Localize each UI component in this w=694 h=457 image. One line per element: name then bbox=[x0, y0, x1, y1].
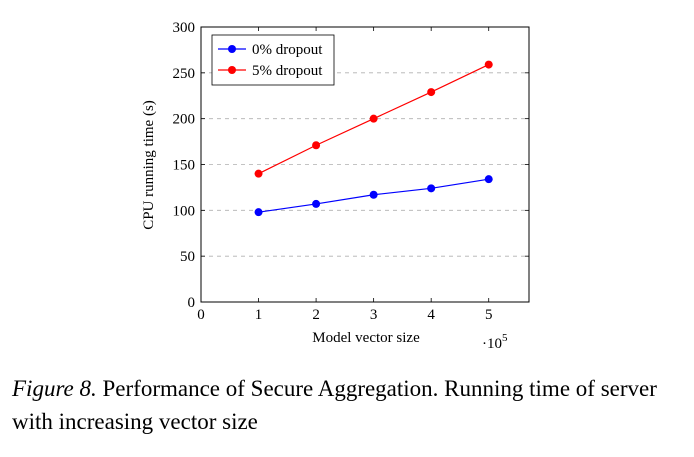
legend-marker bbox=[228, 45, 236, 53]
y-tick-label: 150 bbox=[173, 158, 196, 174]
legend: 0% dropout 5% dropout bbox=[211, 34, 335, 86]
data-point-0-dropout bbox=[312, 199, 321, 208]
y-tick-label: 250 bbox=[173, 66, 196, 82]
x-tick-label: 5 bbox=[485, 307, 493, 323]
y-tick-label: 200 bbox=[173, 112, 196, 128]
data-point-5-dropout bbox=[369, 114, 378, 123]
data-point-0-dropout bbox=[369, 190, 378, 199]
line-chart: 0 50 100 150 200 250 300 0 1 2 3 4 5 0% dropout 5% dr… bbox=[141, 20, 530, 352]
legend-box bbox=[211, 34, 335, 86]
y-tick-label: 300 bbox=[173, 20, 196, 36]
data-point-5-dropout bbox=[484, 60, 493, 69]
figure-caption: Figure 8. Performance of Secure Aggregat… bbox=[12, 372, 684, 438]
legend-label: 0% dropout bbox=[252, 42, 323, 58]
x-axis-label: Model vector size bbox=[312, 330, 420, 346]
data-point-0-dropout bbox=[254, 208, 263, 217]
data-point-0-dropout bbox=[427, 184, 436, 193]
data-point-5-dropout bbox=[427, 88, 436, 97]
legend-marker bbox=[228, 66, 236, 74]
data-point-5-dropout bbox=[254, 169, 263, 178]
series-layer bbox=[254, 60, 493, 217]
y-axis-label: CPU running time (s) bbox=[141, 100, 157, 230]
x-tick-label: 1 bbox=[255, 307, 263, 323]
x-tick-label: 3 bbox=[370, 307, 378, 323]
data-point-5-dropout bbox=[312, 141, 321, 150]
data-point-0-dropout bbox=[484, 175, 493, 184]
caption-text: Performance of Secure Aggregation. Runni… bbox=[12, 376, 657, 434]
x-tick-label: 4 bbox=[427, 307, 435, 323]
axes: 0 50 100 150 200 250 300 0 1 2 3 4 5 bbox=[173, 20, 530, 323]
x-tick-label: 0 bbox=[197, 307, 205, 323]
y-tick-label: 100 bbox=[173, 203, 196, 219]
legend-label: 5% dropout bbox=[252, 63, 323, 79]
x-axis-multiplier: ·105 bbox=[482, 332, 508, 352]
x-tick-label: 2 bbox=[312, 307, 320, 323]
figure-label: Figure 8. bbox=[12, 376, 97, 401]
y-tick-label: 0 bbox=[188, 295, 196, 311]
y-tick-label: 50 bbox=[180, 249, 195, 265]
